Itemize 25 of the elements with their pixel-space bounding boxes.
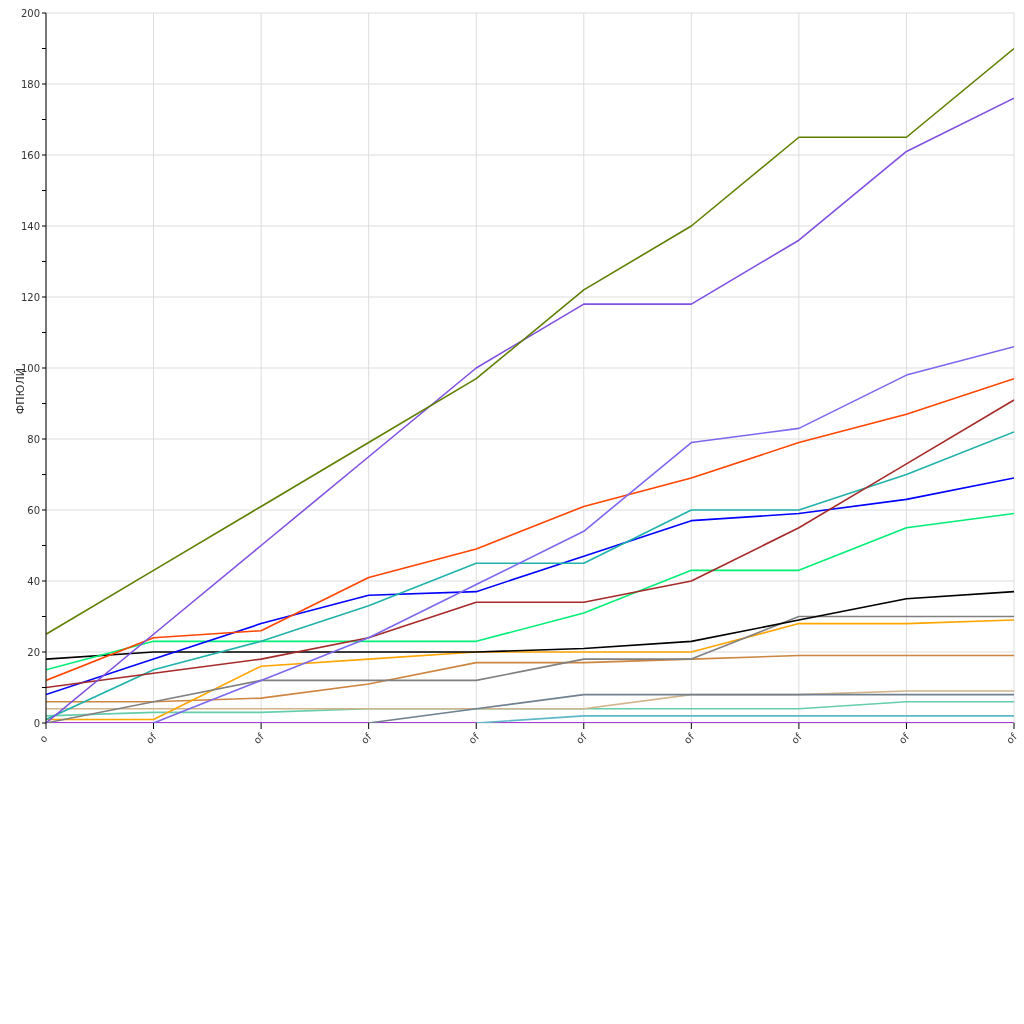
y-tick-label: 20 (27, 646, 40, 658)
x-tick-label: of (358, 730, 374, 746)
y-tick-label: 120 (20, 291, 40, 303)
y-tick-label: 60 (27, 504, 40, 516)
x-tick-label: of (1004, 730, 1020, 746)
y-tick-label: 40 (27, 575, 40, 587)
y-tick-label: 200 (20, 7, 40, 19)
line-series (46, 512, 1014, 671)
line-series (46, 477, 1014, 696)
x-tick-label: of (896, 730, 912, 746)
x-tick-label: of (466, 730, 482, 746)
y-tick-label: 140 (20, 220, 40, 232)
x-tick-label: of (251, 730, 267, 746)
y-tick-label: 80 (27, 433, 40, 445)
x-tick-label: of (143, 730, 159, 746)
x-tick-label: of (789, 730, 805, 746)
line-series (46, 47, 1014, 636)
y-tick-label: 0 (33, 717, 40, 729)
line-series (46, 654, 1014, 703)
y-tick-label: 160 (20, 149, 40, 161)
x-tick-label: of (681, 730, 697, 746)
y-tick-label: 180 (20, 78, 40, 90)
x-tick-label: o (37, 732, 50, 745)
x-tick-label: of (574, 730, 589, 746)
line-series (152, 345, 1014, 723)
